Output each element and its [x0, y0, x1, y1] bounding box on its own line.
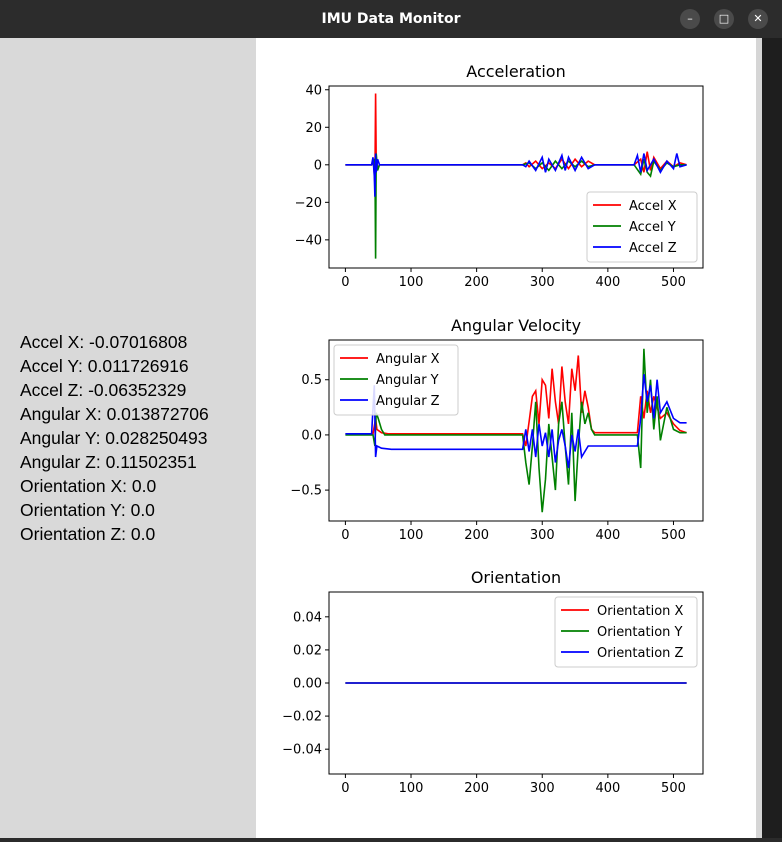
series-line-0	[345, 93, 687, 184]
y-tick-label: 0.02	[293, 643, 322, 658]
minimize-button[interactable]: –	[680, 9, 700, 29]
chart-title: Angular Velocity	[451, 316, 581, 335]
legend: Angular X Angular Y Angular Z	[333, 344, 459, 416]
scroll-edge	[756, 38, 762, 838]
legend-label: Accel X	[629, 199, 677, 214]
x-tick-label: 300	[530, 781, 555, 796]
axes-frame	[328, 85, 704, 269]
reading-orientation-x: Orientation X: 0.0	[20, 476, 157, 496]
x-tick-label: 500	[661, 528, 686, 543]
x-tick-label: 400	[595, 781, 620, 796]
reading-accel-y: Accel Y: 0.011726916	[20, 356, 189, 376]
y-tick-label: 0.00	[293, 677, 322, 692]
x-tick-label: 400	[595, 275, 620, 290]
maximize-icon: □	[718, 12, 730, 25]
x-tick-label: 500	[661, 275, 686, 290]
legend-label: Angular X	[376, 352, 440, 367]
title-bar[interactable]: IMU Data Monitor – □ ✕	[0, 0, 782, 38]
y-tick-label: 40	[305, 83, 322, 98]
legend-label: Orientation Z	[597, 646, 684, 661]
y-tick-label: 0	[314, 158, 322, 173]
chart-1: Angular Velocity 0 100 200 300 400 500 −0.5 0.0 0…	[290, 316, 704, 543]
chart-2: Orientation 0 100 200 300 400 500 −0.04 −0.02 0.0…	[282, 568, 704, 796]
reading-orientation-z: Orientation Z: 0.0	[20, 524, 156, 544]
y-tick-label: −0.04	[282, 743, 322, 758]
y-tick-label: 0.04	[293, 610, 322, 625]
series-line-2	[345, 152, 687, 197]
y-tick-label: 0.0	[301, 428, 322, 443]
x-tick-label: 100	[399, 275, 424, 290]
readings-list: Accel X: -0.07016808 Accel Y: 0.01172691…	[20, 330, 209, 546]
legend: Accel X Accel Y Accel Z	[586, 191, 698, 263]
x-tick-label: 100	[399, 781, 424, 796]
reading-angular-z: Angular Z: 0.11502351	[20, 452, 197, 472]
x-tick-label: 0	[341, 781, 349, 796]
y-tick-label: −0.5	[290, 484, 322, 499]
chart-0: Acceleration 0 100 200 300 400 500 −40 −20 0 20 40 A…	[295, 62, 704, 290]
x-tick-label: 0	[341, 275, 349, 290]
legend: Orientation X Orientation Y Orientation Z	[554, 596, 698, 668]
legend-label: Orientation Y	[597, 625, 683, 640]
series-line-2	[345, 374, 687, 469]
reading-accel-z: Accel Z: -0.06352329	[20, 380, 187, 400]
legend-label: Accel Y	[629, 220, 676, 235]
minimize-icon: –	[687, 12, 693, 25]
reading-orientation-y: Orientation Y: 0.0	[20, 500, 155, 520]
x-tick-label: 100	[399, 528, 424, 543]
x-tick-label: 400	[595, 528, 620, 543]
reading-accel-x: Accel X: -0.07016808	[20, 332, 188, 352]
legend-label: Angular Z	[376, 394, 440, 409]
close-icon: ✕	[753, 12, 763, 25]
legend-label: Accel Z	[629, 241, 677, 256]
chart-title: Acceleration	[466, 62, 565, 81]
x-tick-label: 300	[530, 528, 555, 543]
legend-box	[554, 596, 698, 668]
main-window: Accel X: -0.07016808 Accel Y: 0.01172691…	[0, 38, 756, 838]
reading-angular-x: Angular X: 0.013872706	[20, 404, 209, 424]
chart-title: Orientation	[471, 568, 561, 587]
y-tick-label: −20	[295, 196, 322, 211]
x-tick-label: 0	[341, 528, 349, 543]
y-tick-label: −0.02	[282, 710, 322, 725]
y-tick-label: 0.5	[301, 373, 322, 388]
plots-canvas: Acceleration 0 100 200 300 400 500 −40 −20 0 20 40 A…	[282, 62, 704, 796]
plot-area: Acceleration 0 100 200 300 400 500 −40 −20 0 20 40 A…	[256, 38, 756, 838]
legend-label: Angular Y	[376, 373, 439, 388]
reading-angular-y: Angular Y: 0.028250493	[20, 428, 208, 448]
y-tick-label: −40	[295, 233, 322, 248]
x-tick-label: 200	[464, 275, 489, 290]
legend-box	[333, 344, 459, 416]
legend-box	[586, 191, 698, 263]
x-tick-label: 200	[464, 781, 489, 796]
y-tick-label: 20	[305, 121, 322, 136]
legend-label: Orientation X	[597, 604, 684, 619]
x-tick-label: 300	[530, 275, 555, 290]
close-button[interactable]: ✕	[748, 9, 768, 29]
maximize-button[interactable]: □	[714, 9, 734, 29]
x-tick-label: 500	[661, 781, 686, 796]
axes-frame	[328, 339, 704, 522]
window-title: IMU Data Monitor	[321, 11, 461, 27]
x-tick-label: 200	[464, 528, 489, 543]
background-window-edge	[756, 38, 782, 838]
readings-panel: Accel X: -0.07016808 Accel Y: 0.01172691…	[0, 38, 256, 838]
